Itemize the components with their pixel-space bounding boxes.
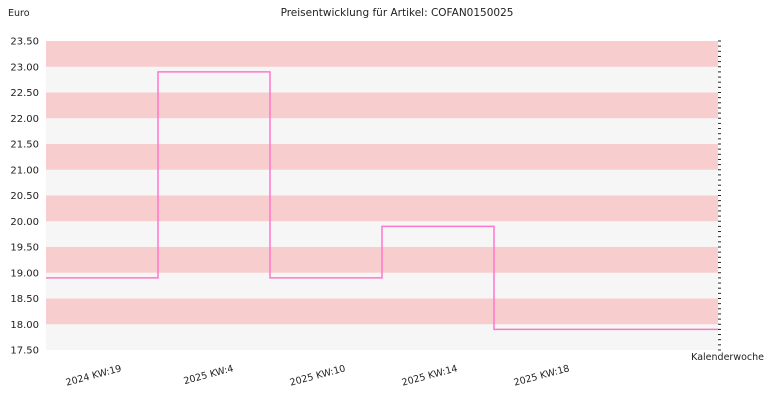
- background-band: [46, 324, 718, 350]
- y-axis: 17.50 18.00 18.50 19.00 19.50 20.00 20.50 21.00…: [10, 37, 39, 357]
- y-tick-label: 18.50: [10, 294, 39, 305]
- background-band: [46, 118, 718, 144]
- y-tick-label: 18.00: [10, 320, 39, 331]
- y-tick-label: 23.00: [10, 62, 39, 73]
- y-tick-label: 21.00: [10, 165, 39, 176]
- background-band: [46, 92, 718, 119]
- y-tick-label: 20.00: [10, 217, 39, 228]
- y-tick-label: 22.50: [10, 88, 39, 99]
- y-tick-label: 21.50: [10, 140, 39, 151]
- background-band: [46, 41, 718, 67]
- right-tick-marks: [718, 40, 721, 351]
- y-axis-label: Euro: [8, 8, 30, 19]
- y-tick-label: 19.50: [10, 243, 39, 254]
- x-tick-label: 2025 KW:14: [401, 363, 459, 388]
- y-tick-label: 20.50: [10, 191, 39, 202]
- x-axis-label: Kalenderwoche: [691, 352, 764, 363]
- x-tick-label: 2025 KW:18: [513, 363, 571, 388]
- y-tick-label: 22.00: [10, 114, 39, 125]
- y-tick-label: 23.50: [10, 37, 39, 48]
- background-band: [46, 144, 718, 170]
- y-tick-label: 19.00: [10, 268, 39, 279]
- background-band: [46, 195, 718, 222]
- background-bands: [46, 41, 718, 350]
- x-axis: 2024 KW:19 2025 KW:4 2025 KW:10 2025 KW:14 2…: [65, 363, 571, 388]
- price-series: [46, 71, 718, 331]
- y-tick-label: 17.50: [10, 346, 39, 357]
- background-band: [46, 298, 718, 325]
- background-band: [46, 66, 718, 93]
- chart-title: Preisentwicklung für Artikel: COFAN01500…: [281, 7, 514, 19]
- background-band: [46, 169, 718, 196]
- price-line: [46, 71, 718, 331]
- x-tick-label: 2024 KW:19: [65, 363, 123, 388]
- x-tick-label: 2025 KW:4: [183, 363, 235, 387]
- x-tick-label: 2025 KW:10: [289, 363, 347, 388]
